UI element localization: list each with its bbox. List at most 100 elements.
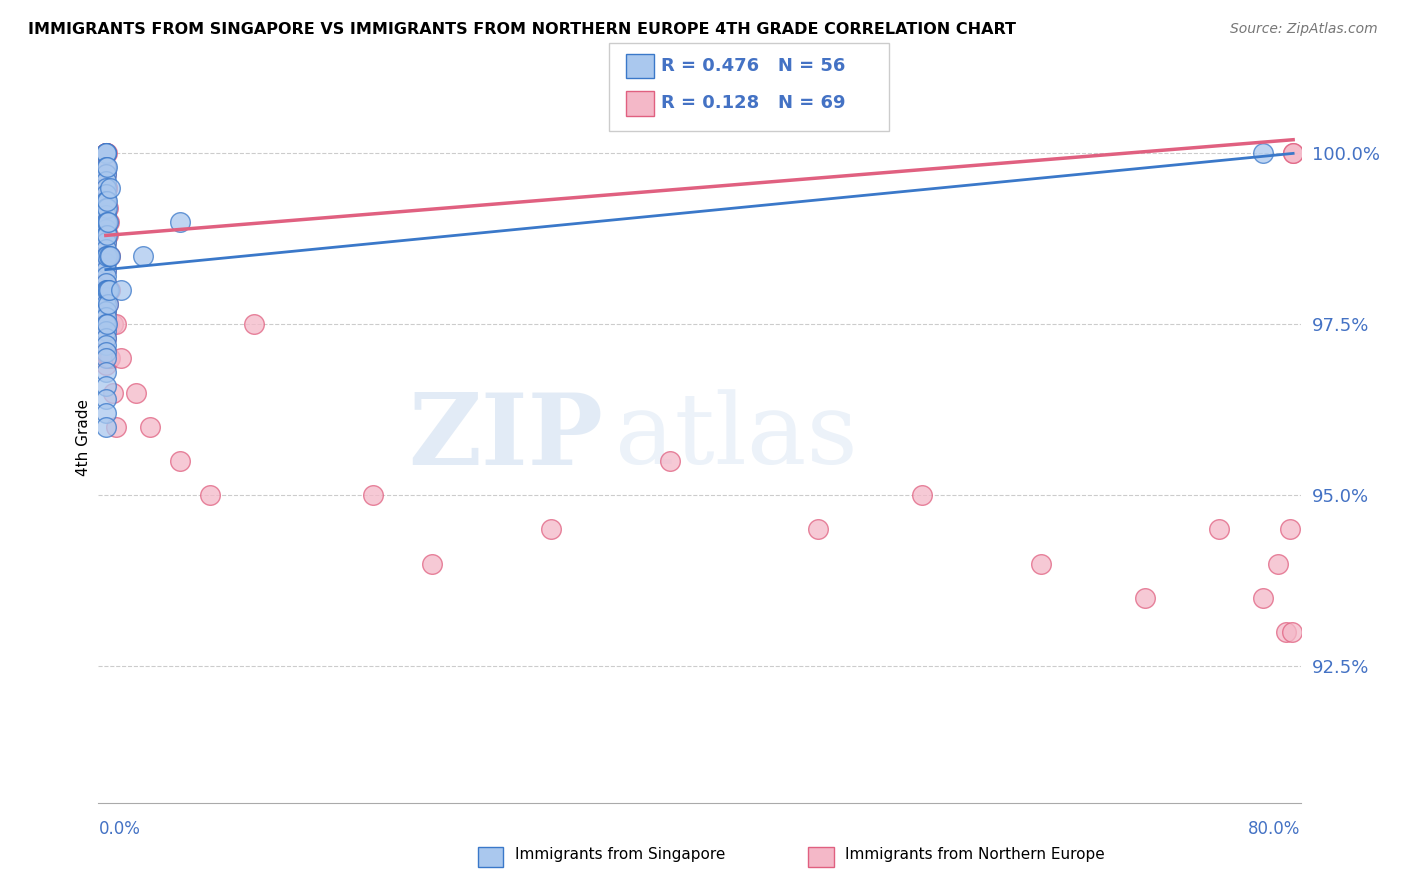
Point	[132, 249, 155, 263]
Point	[94, 420, 117, 434]
Point	[361, 488, 384, 502]
Point	[1267, 557, 1289, 571]
Point	[103, 385, 125, 400]
Point	[96, 215, 118, 229]
Point	[94, 262, 117, 277]
Point	[198, 488, 221, 502]
Point	[105, 420, 128, 434]
Point	[139, 420, 162, 434]
Point	[243, 318, 266, 332]
Text: 0.0%: 0.0%	[98, 820, 141, 838]
Point	[94, 379, 117, 393]
Point	[94, 351, 117, 366]
Point	[94, 262, 117, 277]
Point	[94, 406, 117, 420]
Point	[97, 283, 120, 297]
Point	[98, 180, 121, 194]
Point	[94, 290, 117, 304]
Point	[97, 297, 120, 311]
Point	[94, 228, 117, 243]
Point	[94, 344, 117, 359]
Point	[97, 215, 120, 229]
Text: atlas: atlas	[616, 389, 858, 485]
Point	[1253, 591, 1275, 605]
Point	[94, 256, 117, 270]
Point	[94, 146, 117, 161]
Point	[1029, 557, 1052, 571]
Point	[96, 283, 118, 297]
Point	[1208, 522, 1230, 536]
Point	[98, 249, 121, 263]
Point	[96, 249, 118, 263]
Point	[94, 146, 117, 161]
Point	[94, 180, 117, 194]
Text: Immigrants from Northern Europe: Immigrants from Northern Europe	[845, 847, 1105, 862]
Point	[94, 146, 117, 161]
Point	[96, 283, 118, 297]
Point	[94, 215, 117, 229]
Point	[94, 146, 117, 161]
Point	[96, 228, 118, 243]
Point	[94, 194, 117, 209]
Point	[94, 249, 117, 263]
Point	[1274, 624, 1296, 639]
Point	[98, 351, 121, 366]
Point	[1282, 146, 1305, 161]
Point	[94, 297, 117, 311]
Point	[94, 235, 117, 250]
Point	[94, 283, 117, 297]
Point	[94, 318, 117, 332]
Point	[1133, 591, 1156, 605]
Point	[110, 283, 132, 297]
Point	[96, 215, 118, 229]
Y-axis label: 4th Grade: 4th Grade	[76, 399, 91, 475]
Point	[94, 277, 117, 291]
Point	[94, 359, 117, 373]
Point	[124, 385, 146, 400]
Point	[97, 351, 120, 366]
Point	[94, 242, 117, 256]
Point	[169, 454, 191, 468]
Point	[1282, 146, 1305, 161]
Point	[94, 167, 117, 181]
Point	[1253, 146, 1275, 161]
Point	[94, 160, 117, 174]
Text: R = 0.128   N = 69: R = 0.128 N = 69	[661, 95, 845, 112]
Point	[94, 221, 117, 235]
Point	[94, 344, 117, 359]
Point	[1279, 522, 1302, 536]
Point	[97, 249, 120, 263]
Point	[94, 167, 117, 181]
Text: R = 0.476   N = 56: R = 0.476 N = 56	[661, 57, 845, 75]
Point	[96, 215, 118, 229]
Point	[94, 174, 117, 188]
Point	[1281, 624, 1303, 639]
Point	[94, 277, 117, 291]
Point	[94, 318, 117, 332]
Point	[97, 318, 120, 332]
Point	[97, 283, 120, 297]
Text: IMMIGRANTS FROM SINGAPORE VS IMMIGRANTS FROM NORTHERN EUROPE 4TH GRADE CORRELATI: IMMIGRANTS FROM SINGAPORE VS IMMIGRANTS …	[28, 22, 1017, 37]
Point	[96, 318, 118, 332]
Point	[96, 194, 118, 209]
Point	[94, 303, 117, 318]
Point	[96, 201, 118, 215]
Point	[540, 522, 562, 536]
Point	[94, 187, 117, 202]
Point	[94, 392, 117, 407]
Point	[94, 146, 117, 161]
Point	[94, 365, 117, 379]
Point	[96, 180, 118, 194]
Point	[94, 290, 117, 304]
Point	[94, 146, 117, 161]
Text: ZIP: ZIP	[408, 389, 603, 485]
Point	[96, 249, 118, 263]
Point	[97, 249, 120, 263]
Point	[96, 318, 118, 332]
Point	[422, 557, 444, 571]
Point	[97, 228, 120, 243]
Point	[94, 208, 117, 222]
Point	[94, 324, 117, 338]
Point	[97, 215, 120, 229]
Point	[169, 215, 191, 229]
